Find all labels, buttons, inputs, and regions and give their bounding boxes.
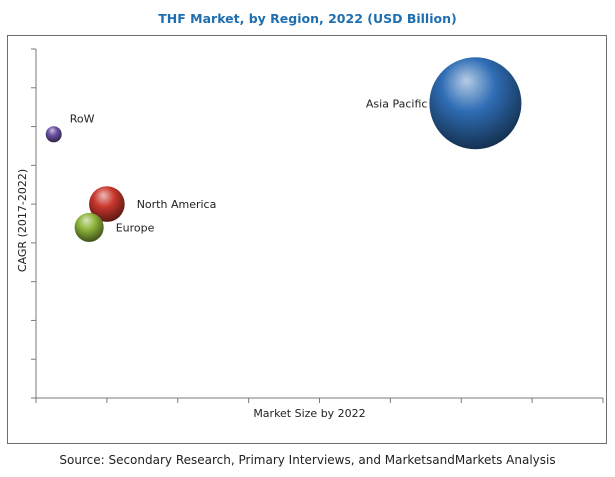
bubble-label-north-america: North America [137,198,217,211]
x-axis-label: Market Size by 2022 [253,407,365,420]
y-axis-label: CAGR (2017-2022) [16,169,29,272]
bubble-label-europe: Europe [116,221,155,234]
bubble-row [45,126,62,143]
bubble-label-row: RoW [70,112,95,125]
bubble-asia-pacific [429,57,522,150]
chart-title: THF Market, by Region, 2022 (USD Billion… [158,11,457,26]
bubble-label-asia-pacific: Asia Pacific [366,97,428,110]
chart-frame [7,35,607,444]
bubble-north-america [89,186,125,222]
source-note: Source: Secondary Research, Primary Inte… [59,453,556,467]
bubble-europe [74,212,104,242]
